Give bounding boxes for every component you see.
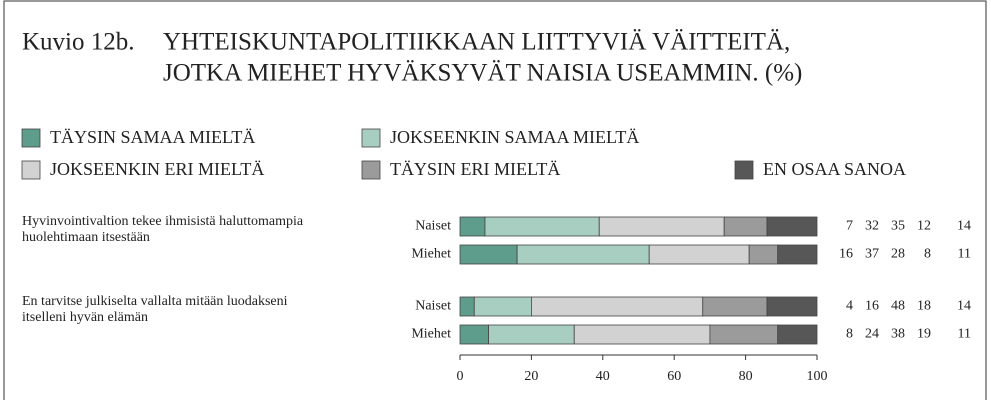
- value-label: 48: [891, 299, 905, 314]
- bar-segment: [748, 244, 779, 265]
- bar-segment: [473, 296, 532, 317]
- legend-swatch: [21, 160, 41, 180]
- value-label: 14: [957, 219, 971, 234]
- bar-segment: [488, 324, 575, 345]
- value-label: 19: [917, 327, 931, 342]
- value-label: 16: [839, 247, 853, 262]
- value-label: 16: [865, 299, 879, 314]
- x-tick-label: 100: [807, 369, 828, 384]
- legend-swatch: [21, 128, 41, 148]
- value-label: 4: [846, 299, 853, 314]
- bar-segment: [598, 216, 725, 237]
- value-label: 24: [865, 327, 879, 342]
- bar-segment: [573, 324, 711, 345]
- bar-segment: [648, 244, 750, 265]
- category-label: Naiset: [415, 299, 451, 314]
- frame: [3, 0, 987, 400]
- bar-segment: [766, 296, 818, 317]
- x-tick-label: 60: [667, 369, 681, 384]
- bar-segment: [766, 216, 818, 237]
- chart-title-label: Kuvio 12b.: [22, 29, 135, 56]
- x-tick-label: 80: [739, 369, 753, 384]
- bar-segment: [484, 216, 600, 237]
- group-label: itselleni hyvän elämän: [22, 310, 148, 325]
- category-label: Naiset: [415, 219, 451, 234]
- legend-label: EN OSAA SANOA: [763, 159, 906, 179]
- chart-title: YHTEISKUNTAPOLITIIKKAAN LIITTYVIÄ VÄITTE…: [163, 29, 790, 56]
- value-label: 38: [891, 327, 905, 342]
- bar-segment: [459, 216, 486, 237]
- legend-swatch: [361, 160, 381, 180]
- bar-segment: [459, 244, 518, 265]
- value-label: 35: [891, 219, 905, 234]
- value-label: 37: [865, 247, 879, 262]
- value-label: 11: [958, 327, 971, 342]
- bar-segment: [723, 216, 768, 237]
- value-label: 8: [924, 247, 931, 262]
- legend-swatch: [361, 128, 381, 148]
- value-label: 28: [891, 247, 905, 262]
- bar-segment: [531, 296, 704, 317]
- bar-segment: [516, 244, 650, 265]
- legend-label: JOKSEENKIN SAMAA MIELTÄ: [390, 127, 639, 147]
- value-label: 14: [957, 299, 971, 314]
- legend-label: JOKSEENKIN ERI MIELTÄ: [50, 159, 264, 179]
- legend-label: TÄYSIN ERI MIELTÄ: [390, 159, 560, 179]
- value-label: 7: [846, 219, 853, 234]
- bar-segment: [777, 244, 818, 265]
- group-label: huolehtimaan itsestään: [22, 230, 150, 245]
- bar-segment: [709, 324, 779, 345]
- x-tick-label: 0: [457, 369, 464, 384]
- bar-segment: [702, 296, 768, 317]
- legend-swatch: [734, 160, 754, 180]
- bar-segment: [459, 324, 489, 345]
- value-label: 8: [846, 327, 853, 342]
- value-label: 11: [958, 247, 971, 262]
- bar-segment: [777, 324, 818, 345]
- legend-label: TÄYSIN SAMAA MIELTÄ: [50, 127, 255, 147]
- chart-title: JOTKA MIEHET HYVÄKSYVÄT NAISIA USEAMMIN.…: [163, 60, 802, 87]
- x-tick-label: 20: [524, 369, 538, 384]
- group-label: Hyvinvointivaltion tekee ihmisistä halut…: [22, 214, 304, 229]
- group-label: En tarvitse julkiselta vallalta mitään l…: [22, 294, 288, 309]
- bar-segment: [459, 296, 475, 317]
- value-label: 12: [917, 219, 931, 234]
- x-tick-label: 40: [596, 369, 610, 384]
- category-label: Miehet: [411, 327, 451, 342]
- value-label: 18: [917, 299, 931, 314]
- category-label: Miehet: [411, 247, 451, 262]
- value-label: 32: [865, 219, 879, 234]
